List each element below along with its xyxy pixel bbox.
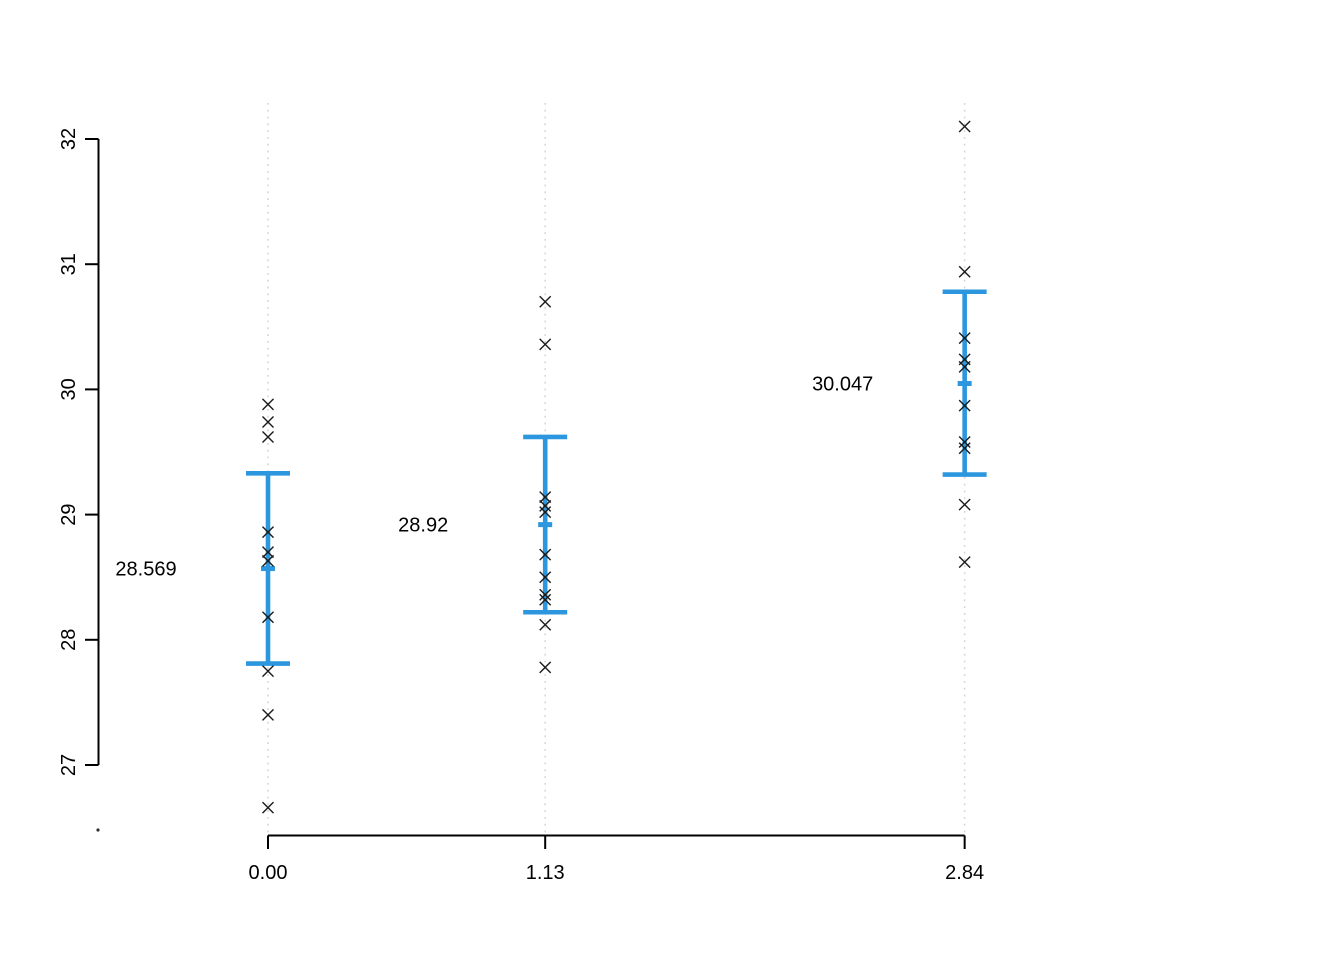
data-point-cross [262, 665, 274, 678]
data-point-cross [539, 295, 552, 308]
x-tick-label-1.13: 1.13 [526, 862, 565, 884]
data-point-cross [539, 506, 552, 519]
mean-label-group-2: 28.92 [398, 515, 448, 537]
data-point-cross [262, 554, 274, 567]
data-point-cross [958, 556, 971, 569]
y-tick-label-27: 27 [58, 754, 80, 776]
data-point-cross [262, 526, 274, 539]
data-point-cross [262, 430, 274, 443]
data-point-cross [958, 435, 971, 448]
mean-label-group-3: 30.047 [812, 374, 873, 396]
data-point-cross [539, 491, 552, 504]
data-point-cross [958, 498, 971, 511]
corner-dot [96, 828, 100, 832]
data-point-cross [539, 571, 552, 584]
x-tick-label-2.84: 2.84 [945, 862, 984, 884]
y-tick-label-29: 29 [58, 503, 80, 525]
x-tick-label-0.00: 0.00 [249, 862, 288, 884]
data-point-cross [539, 618, 552, 631]
y-tick-label-31: 31 [58, 253, 80, 275]
y-tick-label-30: 30 [58, 378, 80, 400]
data-point-cross [958, 120, 971, 133]
data-point-cross [262, 611, 274, 624]
data-point-cross [262, 708, 274, 721]
y-tick-label-28: 28 [58, 629, 80, 651]
data-point-cross [958, 360, 971, 373]
data-point-cross [958, 399, 971, 412]
data-point-cross [262, 801, 274, 814]
data-point-cross [539, 588, 552, 601]
data-point-cross [958, 332, 971, 345]
data-point-cross [958, 442, 971, 455]
data-point-cross [262, 415, 274, 428]
data-point-cross [539, 593, 552, 606]
mean-label-group-1: 28.569 [115, 559, 176, 581]
data-point-cross [958, 265, 971, 278]
data-point-cross [539, 338, 552, 351]
y-tick-label-32: 32 [58, 128, 80, 150]
data-point-cross [262, 398, 274, 411]
data-point-cross [539, 661, 552, 674]
data-point-cross [539, 499, 552, 512]
data-point-cross [262, 546, 274, 559]
data-point-cross [539, 548, 552, 561]
